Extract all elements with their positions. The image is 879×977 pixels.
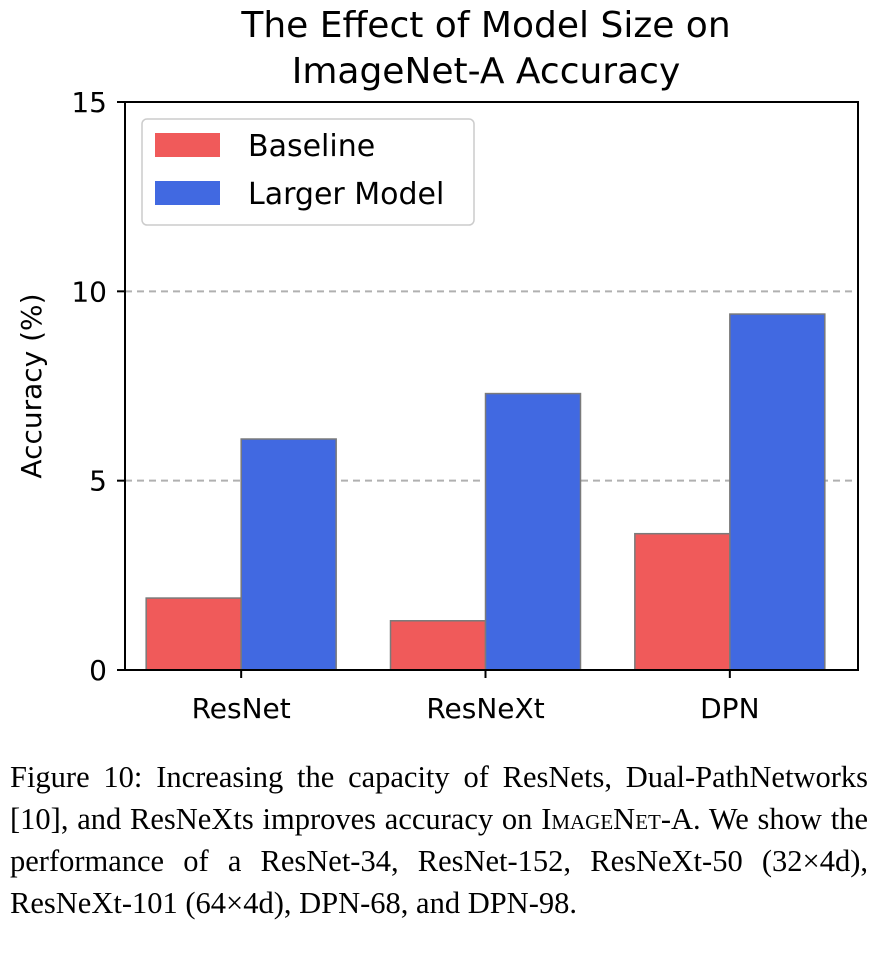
legend-label-larger-model: Larger Model — [248, 177, 444, 212]
y-tick-label: 0 — [89, 654, 107, 687]
bar-baseline-dpn — [634, 532, 731, 671]
bars — [145, 313, 826, 671]
bar-larger-model-dpn — [729, 313, 826, 671]
legend-swatch-baseline — [155, 133, 220, 157]
bar-baseline-resnet — [145, 597, 242, 671]
chart-title-line-2: ImageNet-A Accuracy — [292, 51, 681, 92]
x-axis-ticks: ResNet ResNeXt DPN — [192, 670, 760, 725]
caption-text-1: Figure 10: Increasing the capacity of Re… — [10, 760, 868, 836]
y-tick-label: 5 — [89, 465, 107, 498]
legend-label-baseline: Baseline — [248, 129, 375, 164]
bar-baseline-resnext — [389, 620, 487, 671]
legend-swatch-larger-model — [155, 181, 220, 205]
bar-larger-model-resnet — [240, 438, 337, 671]
y-axis-label: Accuracy (%) — [15, 293, 48, 478]
bar-chart: The Effect of Model Size on ImageNet-A A… — [15, 5, 859, 725]
y-tick-label: 10 — [71, 275, 107, 308]
caption-text-2: . We show the performance of a ResNet-34… — [10, 802, 868, 920]
x-tick-label: ResNeXt — [426, 692, 544, 725]
chart-title-line-1: The Effect of Model Size on — [240, 5, 730, 46]
y-tick-label: 15 — [71, 86, 107, 119]
caption-dataset-name: ImageNet-A — [541, 802, 694, 836]
plot-frame — [124, 101, 859, 671]
legend: Baseline Larger Model — [141, 118, 475, 226]
x-tick-label: DPN — [700, 692, 759, 725]
legend-box — [141, 118, 475, 226]
y-axis-ticks: 0 5 10 15 — [71, 86, 125, 687]
figure-caption: Figure 10: Increasing the capacity of Re… — [10, 756, 868, 924]
x-tick-label: ResNet — [192, 692, 291, 725]
bar-larger-model-resnext — [484, 392, 582, 671]
